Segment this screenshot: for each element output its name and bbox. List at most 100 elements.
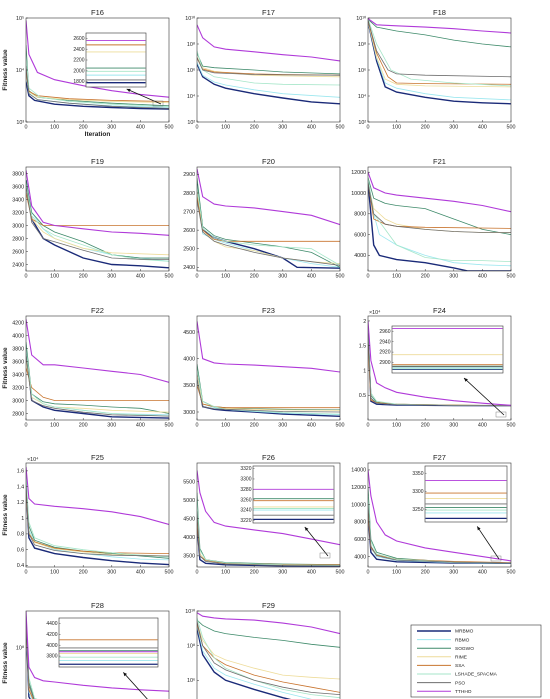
x-tick-label: 0 [196,125,199,131]
zoom-region [152,100,164,107]
x-tick-label: 200 [250,125,259,131]
y-tick-label: 10⁸ [187,643,195,649]
zoom-arrow-head [126,88,131,93]
series-line-mrbmo [197,63,340,105]
y-tick-label: 2600 [12,249,24,255]
y-tick-label: 0.6 [17,547,25,553]
inset-frame [85,32,147,88]
legend-label-lshade_spacma: LSHADE_SPACMA [455,672,498,678]
series-line-tthho [197,470,340,546]
y-multiplier-label: ×10⁴ [369,310,381,316]
y-tick-label: 10¹⁰ [185,16,195,22]
x-tick-label: 100 [221,125,230,131]
zoom-arrow-head [123,672,127,677]
panel-title: F16 [91,8,104,17]
x-tick-label: 200 [421,423,430,429]
x-tick-label: 200 [250,274,259,280]
panel-f17: 0 100 200 300 400 500 10² 10⁴ 10⁶ 10⁸ 10¹⁰ F17 [185,8,344,131]
zoom-arrow [126,88,162,105]
series-group [368,172,511,271]
series-line-mrbmo [26,179,169,269]
y-tick-label: 6000 [354,232,366,238]
y-tick-label: 10⁸ [358,42,366,48]
series-line-pso [368,182,511,233]
x-tick-label: 400 [136,125,145,131]
y-tick-label: 5000 [183,498,195,504]
x-tick-label: 300 [107,125,116,131]
panel-f16: 0 100 200 300 400 500 10³ 10⁴ 10⁵ F16 Iteration Fit… [2,8,174,138]
axes-frame [196,462,341,568]
y-tick-label: 3800 [12,346,24,352]
zoom-inset: 2960 2940 2920 2900 [379,325,507,418]
y-tick-label: 3000 [183,410,195,416]
legend-label-pso: PSO [455,680,465,686]
x-tick-label: 300 [107,570,116,576]
panel-f29: 010020030040050010⁴10⁶10⁸10¹⁰F29Iteratio… [185,601,341,699]
y-tick-label: 5500 [183,479,195,485]
series-group [368,469,511,564]
y-tick-label: 4000 [183,535,195,541]
panel-f21: 0 100 200 300 400 500 4000 6000 8000 10000 12000 F2… [351,157,515,280]
inset-frame [58,617,159,668]
series-line-sogwo [368,19,511,48]
series-line-tthho [368,172,511,213]
axes-frame [25,462,170,568]
axes-frame [196,610,341,699]
plot-area [197,316,340,420]
panel-f22: 0 100 200 300 400 500 2800 3000 3200 3400 3600 3800… [2,306,174,429]
x-tick-label: 500 [165,274,174,280]
inset-tick-label: 3260 [240,497,251,503]
y-tick-label: 14000 [351,468,366,474]
zoom-inset: 4400 4200 4000 3800 [46,617,159,699]
zoom-inset: 2600 2400 2200 2000 1800 [73,32,164,107]
inset-tick-label: 2940 [379,339,390,345]
x-tick-label: 400 [478,570,487,576]
zoom-arrow [122,672,148,699]
x-tick-label: 300 [449,125,458,131]
series-line-lshade_spacma [26,348,169,417]
x-tick-label: 100 [221,570,230,576]
inset-tick-label: 4200 [46,632,57,638]
series-line-tthho [197,612,340,635]
inset-tick-label: 1800 [73,79,84,85]
y-tick-label: 8000 [354,520,366,526]
inset-tick-label: 3300 [240,477,251,483]
y-tick-label: 3800 [12,171,24,177]
x-tick-label: 400 [478,274,487,280]
y-tick-label: 10¹⁰ [185,609,195,615]
axes-frame [367,166,512,272]
x-tick-label: 300 [107,423,116,429]
y-axis-label: Fitness value [2,494,9,536]
x-tick-label: 200 [421,274,430,280]
series-group [197,321,340,417]
series-line-mrbmo [197,628,292,699]
x-tick-label: 200 [79,274,88,280]
y-tick-label: 3600 [12,359,24,365]
series-line-lshade_spacma [197,617,340,699]
series-line-sogwo [26,179,169,259]
x-tick-label: 0 [367,274,370,280]
x-tick-label: 400 [478,125,487,131]
x-axis-label: Iteration [85,131,111,138]
series-line-ssa [197,623,340,693]
panel-title: F25 [91,453,104,462]
series-line-pso [197,511,340,567]
x-tick-label: 0 [367,423,370,429]
series-line-sogwo [197,52,340,75]
series-line-pso [197,200,340,266]
series-line-lshade_spacma [26,183,169,262]
x-tick-label: 500 [336,274,345,280]
x-tick-label: 500 [165,423,174,429]
series-line-rbmo [368,21,511,101]
y-multiplier-label: ×10⁴ [27,457,39,463]
series-line-pso [26,485,169,557]
axes-frame [196,315,341,421]
axes-frame [367,462,512,568]
axes-frame [196,166,341,272]
x-tick-label: 200 [79,423,88,429]
panel-title: F18 [433,8,446,17]
series-line-tthho [197,168,340,226]
x-tick-label: 200 [421,570,430,576]
x-tick-label: 200 [79,125,88,131]
series-line-lshade_spacma [26,474,169,558]
